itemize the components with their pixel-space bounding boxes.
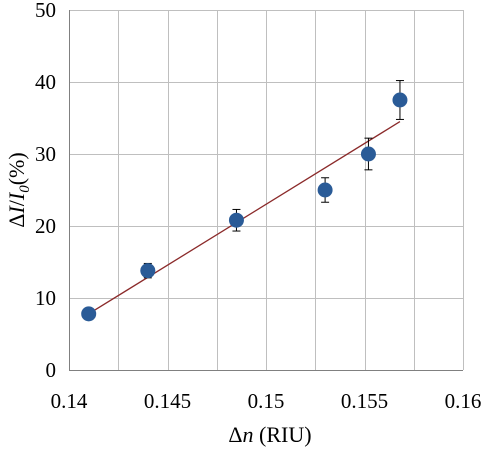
axes — [69, 10, 463, 371]
data-point — [360, 146, 376, 162]
data-points — [81, 80, 408, 322]
x-tick-label: 0.145 — [144, 389, 191, 413]
y-tick-label: 10 — [35, 286, 56, 310]
trendline-group — [88, 121, 401, 315]
data-point — [392, 92, 408, 108]
data-point — [317, 182, 333, 198]
y-tick-label: 0 — [46, 358, 57, 382]
data-point — [140, 263, 156, 279]
x-tick-label: 0.155 — [341, 389, 388, 413]
y-tick-label: 50 — [35, 0, 56, 22]
y-tick-label: 40 — [35, 70, 56, 94]
x-tick-label: 0.16 — [445, 389, 482, 413]
data-point — [81, 306, 97, 322]
y-axis-label: ΔI/I0(%) — [4, 152, 33, 227]
x-tick-labels: 0.14 0.145 0.15 0.155 0.16 — [51, 389, 482, 413]
y-tick-labels: 0 10 20 30 40 50 — [35, 0, 56, 382]
data-point — [228, 212, 244, 228]
grid — [69, 10, 464, 371]
x-tick-label: 0.15 — [248, 389, 285, 413]
y-tick-label: 20 — [35, 214, 56, 238]
y-tick-label: 30 — [35, 142, 56, 166]
x-axis-label: Δn (RIU) — [228, 422, 311, 447]
trendline — [88, 121, 401, 315]
x-tick-label: 0.14 — [51, 389, 88, 413]
